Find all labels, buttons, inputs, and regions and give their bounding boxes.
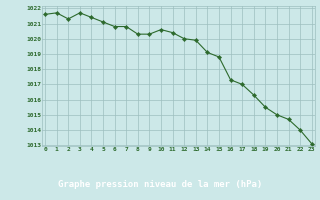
Text: Graphe pression niveau de la mer (hPa): Graphe pression niveau de la mer (hPa) xyxy=(58,180,262,189)
